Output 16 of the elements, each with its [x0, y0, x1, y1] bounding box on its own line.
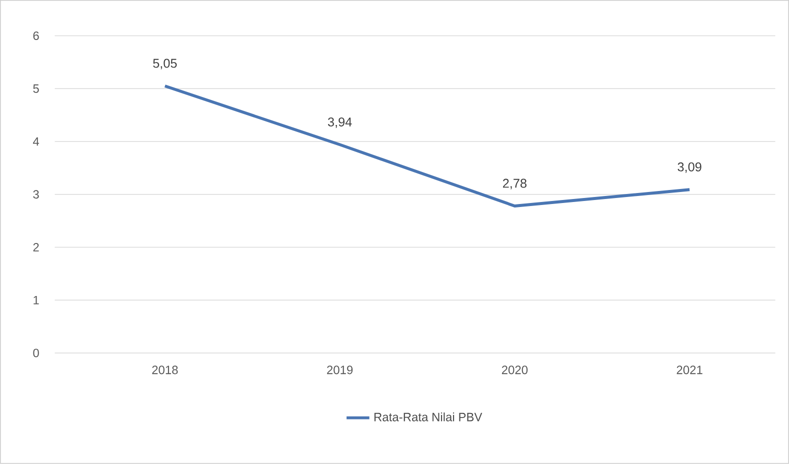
x-tick-label: 2018 — [152, 366, 178, 374]
y-tick-label: 2 — [33, 243, 39, 252]
y-tick-label: 5 — [33, 84, 39, 93]
legend-label: Rata-Rata Nilai PBV — [374, 412, 482, 422]
data-label: 2,78 — [502, 178, 526, 190]
y-tick-label: 0 — [33, 348, 39, 358]
x-tick-label: 2019 — [327, 366, 353, 374]
y-tick-label: 3 — [33, 190, 39, 199]
y-tick-label: 4 — [32, 137, 40, 146]
data-label: 5,05 — [153, 58, 177, 70]
y-tick-label: 1 — [34, 296, 39, 304]
data-label: 3,09 — [678, 162, 702, 173]
y-tick-label: 6 — [33, 32, 39, 40]
x-tick-label: 2020 — [502, 366, 528, 374]
data-label: 3,94 — [328, 118, 352, 128]
x-tick-label: 2021 — [676, 366, 702, 374]
